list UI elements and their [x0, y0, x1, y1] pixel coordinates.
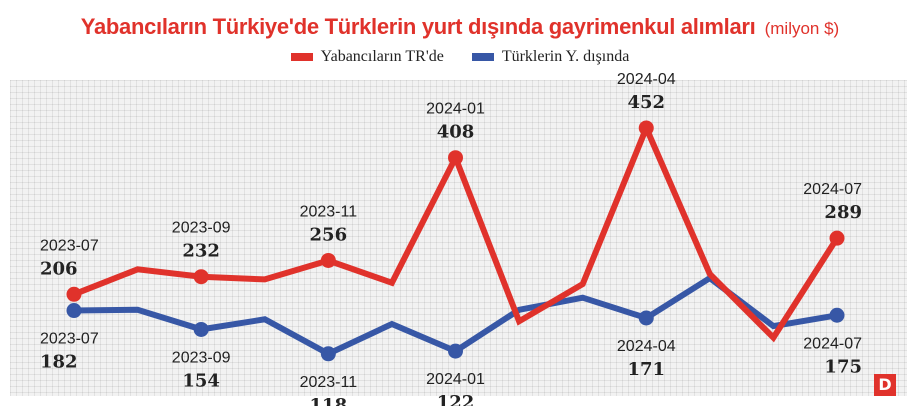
- data-label-date: 2024-01: [426, 371, 485, 388]
- data-label-value: 206: [40, 258, 78, 279]
- data-label-date: 2023-07: [40, 237, 99, 254]
- data-label-date: 2023-09: [172, 220, 231, 237]
- data-label-value: 256: [310, 224, 348, 245]
- legend-item-turks-abroad: Türklerin Y. dışında: [471, 48, 630, 66]
- legend: Yabancıların TR'de Türklerin Y. dışında: [0, 48, 920, 66]
- legend-swatch-blue: [471, 53, 494, 61]
- chart-unit-label: (milyon $): [764, 19, 840, 38]
- legend-item-foreigners: Yabancıların TR'de: [290, 48, 444, 66]
- data-label-date: 2023-11: [300, 374, 358, 391]
- data-label-date: 2024-07: [803, 181, 862, 198]
- data-point-turks-abroad: [638, 310, 654, 326]
- title-row: Yabancıların Türkiye'de Türklerin yurt d…: [0, 14, 920, 40]
- data-point-turks-abroad: [320, 346, 336, 362]
- data-label-value: 408: [437, 122, 475, 143]
- data-label-date: 2024-04: [617, 71, 676, 88]
- legend-label: Yabancıların TR'de: [320, 48, 444, 65]
- brand-logo: D: [874, 374, 896, 396]
- chart-title: Yabancıların Türkiye'de Türklerin yurt d…: [80, 14, 756, 39]
- data-point-turks-abroad: [829, 307, 845, 323]
- data-point-foreigners: [320, 252, 336, 268]
- data-point-turks-abroad: [193, 321, 209, 337]
- legend-swatch-red: [290, 53, 313, 61]
- data-label-value: 232: [182, 241, 220, 262]
- data-point-foreigners: [829, 230, 845, 246]
- data-label-date: 2023-11: [300, 203, 358, 220]
- data-label-date: 2023-07: [40, 331, 99, 348]
- data-point-foreigners: [448, 150, 463, 166]
- data-label-value: 182: [40, 352, 78, 373]
- data-point-foreigners: [66, 286, 82, 302]
- data-point-foreigners: [638, 120, 654, 136]
- data-label-value: 122: [437, 392, 475, 406]
- data-label-value: 118: [310, 395, 348, 406]
- data-label-date: 2024-04: [617, 338, 676, 355]
- data-label-value: 452: [627, 92, 665, 113]
- plot-background-grid: [10, 80, 907, 396]
- data-label-value: 171: [627, 359, 665, 380]
- data-label-date: 2023-09: [172, 349, 231, 366]
- data-point-turks-abroad: [66, 303, 82, 319]
- data-point-turks-abroad: [448, 343, 463, 359]
- data-point-foreigners: [193, 269, 209, 285]
- data-label-date: 2024-01: [426, 101, 485, 118]
- data-label-value: 289: [824, 202, 862, 223]
- data-label-value: 175: [824, 356, 862, 377]
- legend-label: Türklerin Y. dışında: [501, 48, 630, 65]
- data-label-date: 2024-07: [803, 335, 862, 352]
- data-label-value: 154: [182, 370, 220, 391]
